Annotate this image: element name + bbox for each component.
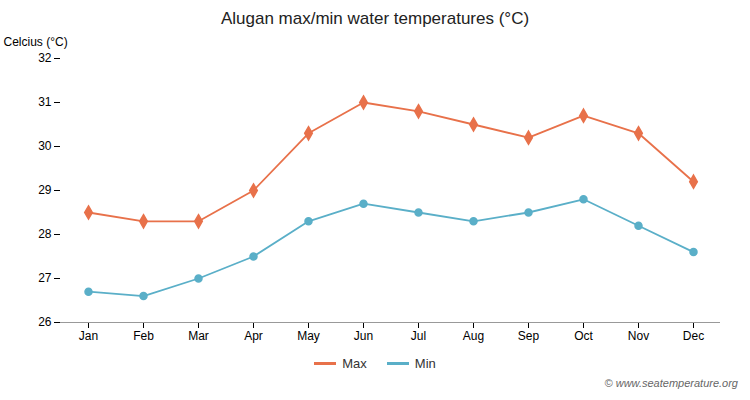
svg-text:Mar: Mar [188, 329, 209, 343]
svg-text:Aug: Aug [463, 329, 484, 343]
svg-text:28: 28 [38, 227, 52, 241]
svg-text:29: 29 [38, 183, 52, 197]
html-text:© www.seatemperature.org: © www.seatemperature.org [604, 377, 738, 389]
html-text:Max: Max [342, 355, 367, 371]
html-text:Min: Min [414, 355, 436, 371]
svg-text:27: 27 [38, 271, 52, 285]
svg-text:Celcius (°C): Celcius (°C) [4, 35, 68, 49]
svg-text:Jun: Jun [354, 329, 373, 343]
svg-text:Oct: Oct [574, 329, 593, 343]
html-text:Alugan max/min water temperatu: Alugan max/min water temperatures (°C) [220, 9, 530, 28]
svg-text:31: 31 [38, 95, 52, 109]
svg-text:Apr: Apr [244, 329, 263, 343]
svg-text:Jan: Jan [79, 329, 98, 343]
svg-text:Feb: Feb [133, 329, 154, 343]
svg-text:Jul: Jul [411, 329, 426, 343]
svg-text:May: May [297, 329, 320, 343]
svg-text:Dec: Dec [683, 329, 704, 343]
svg-text:26: 26 [38, 315, 52, 329]
svg-text:32: 32 [38, 51, 52, 65]
svg-text:30: 30 [38, 139, 52, 153]
svg-text:Nov: Nov [628, 329, 649, 343]
svg-text:Sep: Sep [518, 329, 540, 343]
